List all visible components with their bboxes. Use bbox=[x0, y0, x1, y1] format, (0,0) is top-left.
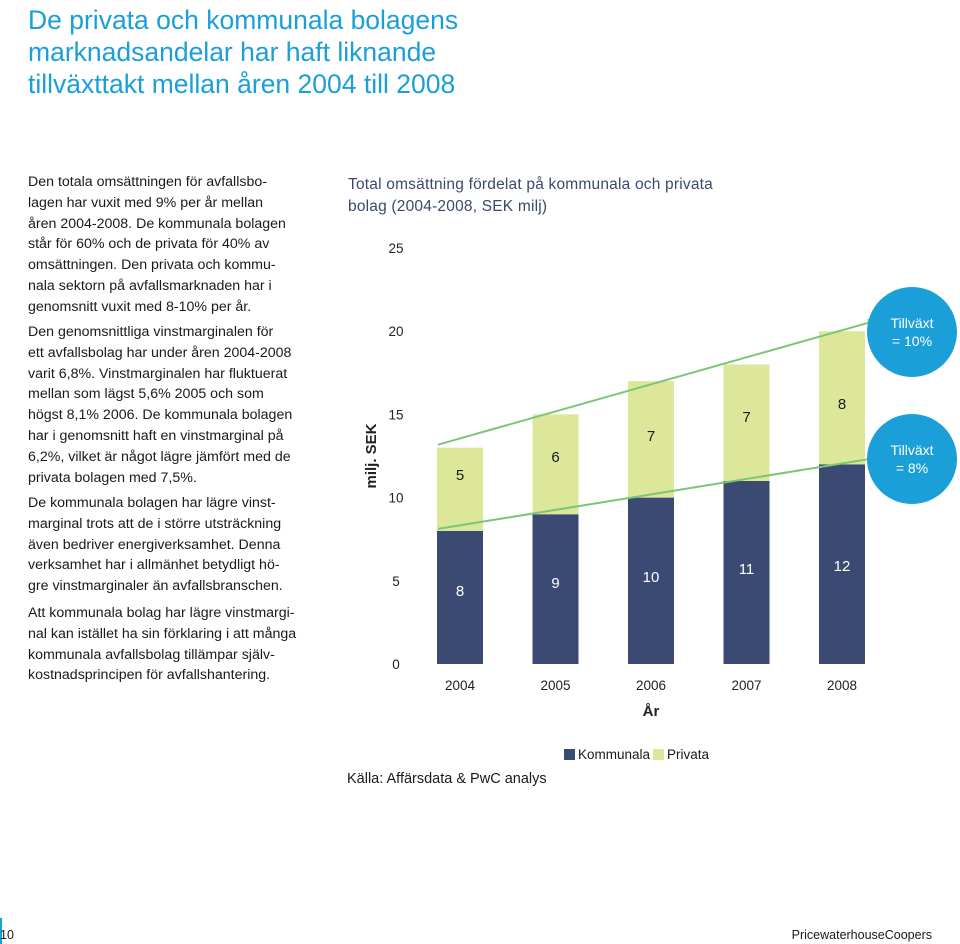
bar-kommunala bbox=[532, 514, 579, 664]
growth-arrow-privata bbox=[437, 318, 876, 446]
paragraph-margin: Den genomsnittliga vinstmarginalen för e… bbox=[28, 322, 328, 488]
text-line: Den totala omsättningen för avfallsbo- bbox=[28, 174, 267, 190]
page-number: 10 bbox=[0, 928, 14, 942]
y-tick-label: 5 bbox=[392, 574, 400, 589]
y-tick-label: 0 bbox=[392, 657, 400, 672]
bar-kommunala bbox=[819, 464, 865, 664]
growth-badge-value: = 8% bbox=[896, 460, 928, 476]
text-line: mellan som lägst 5,6% 2005 och som bbox=[28, 386, 264, 403]
page-title: De privata och kommunala bolagens markna… bbox=[28, 4, 628, 100]
legend-item-kommunala: Kommunala bbox=[564, 747, 650, 762]
paragraph-cost-principle: Att kommunala bolag har lägre vinstmargi… bbox=[28, 603, 328, 686]
y-tick-label: 10 bbox=[388, 491, 403, 506]
y-tick-label: 20 bbox=[388, 324, 403, 339]
legend-item-privata: Privata bbox=[653, 747, 709, 762]
x-axis-label: År bbox=[643, 703, 660, 720]
data-label-kommunala: 10 bbox=[643, 569, 660, 586]
text-line: privata bolagen med 7,5%. bbox=[28, 469, 197, 486]
bar-privata bbox=[819, 331, 865, 465]
growth-badge-value: = 10% bbox=[892, 333, 932, 349]
text-line: står för 60% och de privata för 40% av bbox=[28, 236, 270, 253]
bar-kommunala bbox=[437, 530, 483, 664]
legend-swatch-privata bbox=[653, 749, 665, 760]
text-line: även bedriver energiverksamhet. Denna bbox=[28, 536, 281, 553]
text-line: Att kommunala bolag har lägre vinstmargi… bbox=[28, 605, 295, 621]
data-label-privata: 7 bbox=[742, 409, 750, 426]
data-label-kommunala: 11 bbox=[739, 561, 755, 578]
x-tick-label: 2005 bbox=[540, 678, 570, 693]
company-name: PricewaterhouseCoopers bbox=[791, 928, 932, 942]
legend-label-kommunala: Kommunala bbox=[578, 747, 651, 762]
text-line: kommunala avfallsbolag tillämpar själv- bbox=[28, 646, 275, 663]
data-label-privata: 8 bbox=[838, 396, 846, 413]
text-line: Den genomsnittliga vinstmarginalen för bbox=[28, 324, 274, 340]
data-label-privata: 5 bbox=[456, 467, 464, 484]
text-line: genomsnitt vuxit med 8-10% per år. bbox=[28, 298, 252, 315]
chart-title: Total omsättning fördelat på kommunala o… bbox=[348, 174, 808, 218]
text-line: har i genomsnitt haft en vinstmarginal p… bbox=[28, 427, 284, 444]
text-line: verksamhet har i allmänhet betydligt hö- bbox=[28, 557, 280, 574]
x-tick-label: 2008 bbox=[827, 678, 857, 693]
bar-privata bbox=[723, 364, 770, 481]
data-label-kommunala: 9 bbox=[551, 575, 559, 592]
paragraph-energy: De kommunala bolagen har lägre vinst- ma… bbox=[28, 493, 328, 597]
page-title-line: De privata och kommunala bolagens bbox=[28, 5, 459, 35]
bar-kommunala bbox=[628, 497, 674, 664]
data-label-privata: 7 bbox=[647, 428, 655, 445]
y-axis-label: milj. SEK bbox=[363, 423, 380, 488]
page-title-line: tillväxttakt mellan åren 2004 till 2008 bbox=[28, 69, 456, 99]
footer-accent-line bbox=[0, 918, 2, 944]
text-line: 6,2%, vilket är något lägre jämfört med … bbox=[28, 448, 291, 465]
bar-privata bbox=[437, 447, 483, 531]
source-note: Källa: Affärsdata & PwC analys bbox=[347, 771, 547, 787]
paragraph-growth: Den totala omsättningen för avfallsbo- l… bbox=[28, 172, 328, 318]
growth-arrow-kommunala bbox=[437, 455, 876, 530]
text-line: marginal trots att de i större utsträckn… bbox=[28, 515, 282, 532]
text-line: åren 2004-2008. De kommunala bolagen bbox=[28, 215, 286, 232]
chart-title-line: Total omsättning fördelat på kommunala o… bbox=[348, 176, 713, 193]
x-tick-label: 2007 bbox=[731, 678, 761, 693]
text-line: De kommunala bolagen har lägre vinst- bbox=[28, 495, 276, 511]
data-label-kommunala: 12 bbox=[834, 558, 851, 575]
bar-privata bbox=[532, 414, 579, 515]
text-line: nala sektorn på avfallsmarknaden har i bbox=[28, 277, 272, 294]
chart-title-line: bolag (2004-2008, SEK milj) bbox=[348, 198, 548, 215]
growth-badge-circle bbox=[867, 287, 957, 377]
growth-badge-circle bbox=[867, 414, 957, 504]
legend-swatch-kommunala bbox=[564, 749, 575, 760]
bar-kommunala bbox=[723, 480, 770, 664]
data-label-privata: 6 bbox=[551, 449, 559, 466]
chart-legend: Kommunala Privata bbox=[564, 747, 712, 762]
text-line: ett avfallsbolag har under åren 2004-200… bbox=[28, 344, 292, 361]
growth-badge-label: Tillväxt bbox=[890, 442, 933, 458]
text-line: varit 6,8%. Vinstmarginalen har fluktuer… bbox=[28, 365, 288, 382]
page-title-line: marknadsandelar har haft liknande bbox=[28, 37, 437, 67]
legend-label-privata: Privata bbox=[667, 747, 710, 762]
y-tick-label: 15 bbox=[388, 407, 403, 422]
x-tick-label: 2006 bbox=[636, 678, 666, 693]
text-line: nal kan istället ha sin förklaring i att… bbox=[28, 625, 297, 642]
text-line: högst 8,1% 2006. De kommunala bolagen bbox=[28, 407, 293, 424]
text-line: lagen har vuxit med 9% per år mellan bbox=[28, 194, 264, 211]
x-tick-label: 2004 bbox=[445, 678, 476, 693]
text-line: gre vinstmarginaler än avfallsbranschen. bbox=[28, 578, 283, 595]
growth-badge-label: Tillväxt bbox=[890, 315, 933, 331]
data-label-kommunala: 8 bbox=[456, 583, 464, 600]
y-tick-label: 25 bbox=[388, 241, 403, 256]
bar-privata bbox=[628, 381, 674, 498]
text-line: kostnadsprincipen för avfallshantering. bbox=[28, 667, 271, 684]
text-line: omsättningen. Den privata och kommu- bbox=[28, 257, 276, 274]
